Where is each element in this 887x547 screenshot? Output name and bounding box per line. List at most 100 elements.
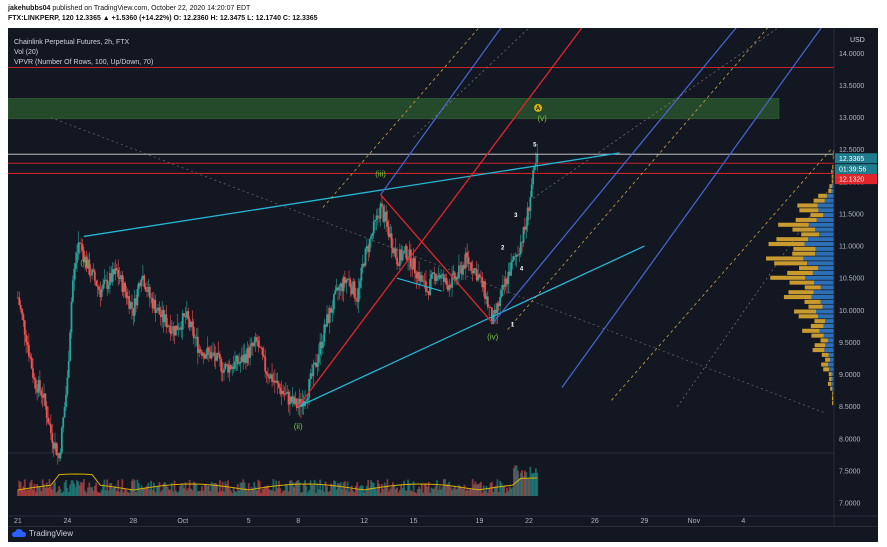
candle-body [486,296,489,307]
candle-body [80,243,82,245]
volume-bar [337,483,339,496]
candle-body [482,281,485,288]
vol-indicator-label[interactable]: Vol (20) [14,49,38,56]
volume-bar [408,483,411,496]
candle-body [444,277,447,282]
candle-body [335,287,338,291]
volume-profile-bar [808,304,823,309]
candle-body [370,236,372,240]
alert-marker [534,103,543,112]
candle-body [71,280,74,302]
volume-bar [93,485,96,496]
volume-bar [295,480,298,496]
volume-profile-bar [832,401,834,406]
volume-bar [19,482,22,496]
volume-bar [99,492,102,496]
volume-bar [47,487,50,496]
volume-bar [173,480,176,496]
candle-body [350,287,353,294]
volume-bar [283,490,286,496]
volume-profile-bar [824,348,834,353]
volume-bar [484,490,486,496]
volume-bar [430,487,433,496]
volume-bar [317,489,320,496]
volume-bar [313,479,316,496]
volume-bar [396,487,398,496]
volume-bar [54,481,56,496]
author-name[interactable]: jakehubbs04 [8,5,51,12]
candle-body [360,267,363,281]
candle-body [466,252,469,257]
volume-bar [77,481,80,496]
volume-bar [91,487,93,496]
volume-bar [332,480,335,496]
volume-bar [268,489,271,496]
candle-body [198,349,201,353]
volume-bar [22,486,25,496]
candle-body [147,286,150,292]
candle-body [176,325,179,330]
volume-bar [43,484,45,496]
yellow-dashed-line [611,149,832,401]
wave-label: (ii) [294,422,303,431]
volume-bar [85,492,88,496]
volume-bar [401,488,404,496]
volume-bar [51,489,54,496]
volume-bar [284,484,287,496]
candle-body [229,365,232,369]
candle-body [87,259,89,269]
candle-body [196,336,199,353]
volume-bar [89,487,92,496]
vpvr-indicator-label[interactable]: VPVR (Number Of Rows, 100, Up/Down, 70) [14,59,153,66]
candle-body [492,313,495,324]
candle-body [214,356,217,361]
volume-profile-bar [816,309,834,314]
volume-bar [260,492,262,496]
candle-body [63,407,66,418]
volume-bar [21,489,23,496]
volume-bar [482,485,485,496]
candle-body [359,280,361,288]
volume-bar [353,492,356,496]
candle-body [390,233,393,249]
candle-body [523,226,526,230]
volume-bar [158,481,161,496]
candle-body [151,297,154,309]
volume-profile-bar [832,169,834,174]
candle-body [324,324,327,327]
candle-body [503,284,506,287]
volume-bar [18,480,21,496]
volume-bar [302,484,305,496]
candle-body [253,342,256,347]
candle-body [246,347,249,363]
volume-bar [27,489,30,496]
volume-bar [436,480,438,496]
volume-profile-bar [829,376,832,382]
candle-body [507,271,510,285]
volume-bar [319,479,322,496]
candle-body [284,393,287,395]
candle-body [315,362,317,367]
candle-body [470,262,473,271]
candle-body [338,286,341,291]
volume-bar [474,481,477,496]
volume-bar [481,492,484,496]
volume-bar [452,487,455,496]
volume-bar [334,481,337,496]
candle-body [155,310,158,314]
candle-body [170,331,173,334]
time-tick-label: 15 [410,518,418,525]
candle-body [150,297,153,299]
volume-bar [231,492,234,496]
chart-area[interactable]: (i) (ii) (iii) (iv) (v) 1 2 3 4 5 A 14.0000 13.5000… [8,28,878,526]
candle-body [298,398,301,408]
volume-bar [466,489,469,496]
volume-bar [96,491,99,496]
candle-body [257,340,260,347]
candle-body [162,310,165,323]
tradingview-logo[interactable]: TradingView [12,529,73,538]
volume-profile-bar [825,343,834,348]
volume-bar [477,484,480,496]
candle-body [220,359,223,372]
